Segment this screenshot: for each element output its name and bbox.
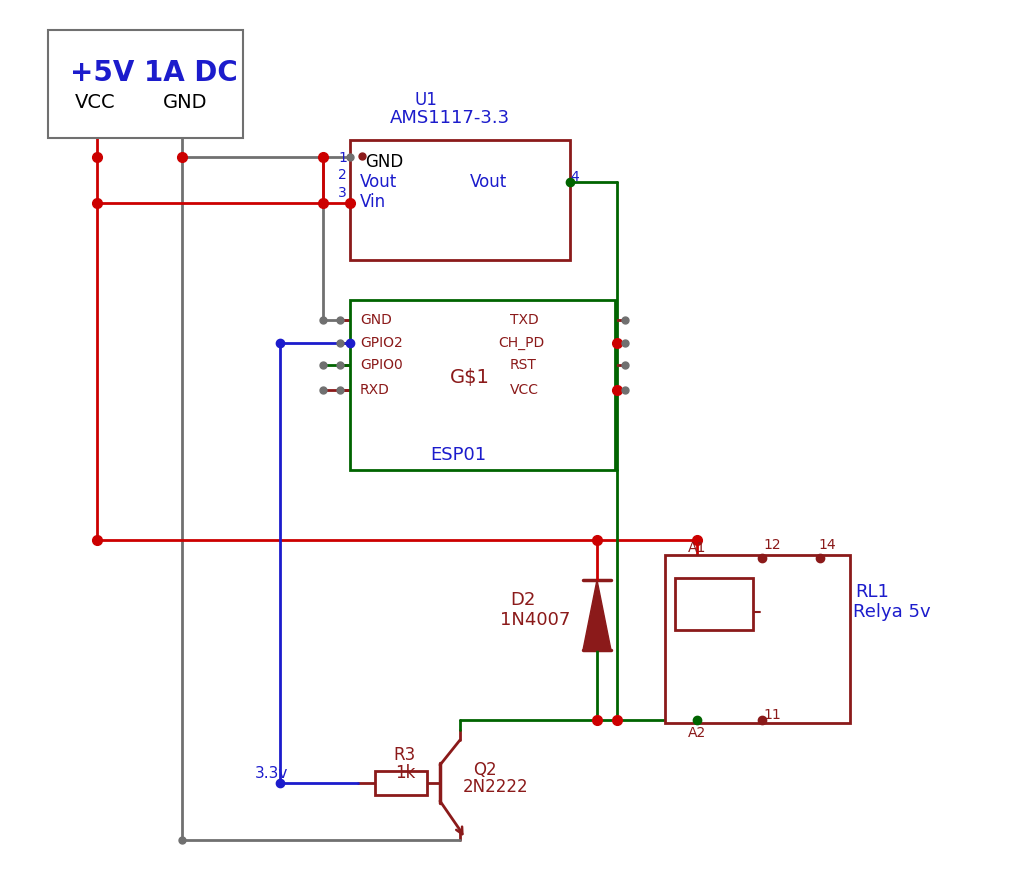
Text: VCC: VCC [75,94,116,112]
Text: U1: U1 [415,91,438,109]
Bar [350,140,570,260]
Text: Vin: Vin [360,193,386,211]
Bar [375,771,427,795]
Text: Vout: Vout [470,173,507,191]
Text: Q2: Q2 [473,761,497,779]
Bar [675,578,753,630]
Text: CH_PD: CH_PD [498,336,544,350]
Text: ESP01: ESP01 [430,446,486,464]
Bar [665,555,850,723]
Text: Relya 5v: Relya 5v [853,603,930,621]
Text: RST: RST [510,358,537,372]
Text: GND: GND [163,94,207,112]
Text: 2: 2 [338,168,347,182]
Polygon shape [583,580,611,650]
Text: GPIO0: GPIO0 [360,358,403,372]
Text: 4: 4 [570,170,579,184]
Text: 1: 1 [338,151,347,165]
Text: GPIO2: GPIO2 [360,336,403,350]
Text: VCC: VCC [510,383,539,397]
Text: 11: 11 [763,708,781,722]
Text: 1N4007: 1N4007 [500,611,570,629]
Text: GND: GND [360,313,392,327]
Text: +5V 1A DC: +5V 1A DC [70,59,237,87]
Text: 3.3v: 3.3v [255,766,289,780]
Text: 12: 12 [763,538,781,552]
Text: 2N2222: 2N2222 [463,778,529,796]
Text: A2: A2 [688,726,707,740]
Text: RL1: RL1 [855,583,889,601]
Text: 14: 14 [817,538,836,552]
Text: G$1: G$1 [450,368,490,388]
Bar [350,300,615,470]
Text: RXD: RXD [360,383,390,397]
Bar [48,30,243,138]
Text: A1: A1 [688,541,707,555]
Text: R3: R3 [393,746,415,764]
Text: 3: 3 [338,186,347,200]
Text: GND: GND [365,153,404,171]
Text: TXD: TXD [510,313,539,327]
Text: 1k: 1k [395,764,415,782]
Text: Vout: Vout [360,173,397,191]
Text: D2: D2 [510,591,535,609]
Text: AMS1117-3.3: AMS1117-3.3 [390,109,510,127]
